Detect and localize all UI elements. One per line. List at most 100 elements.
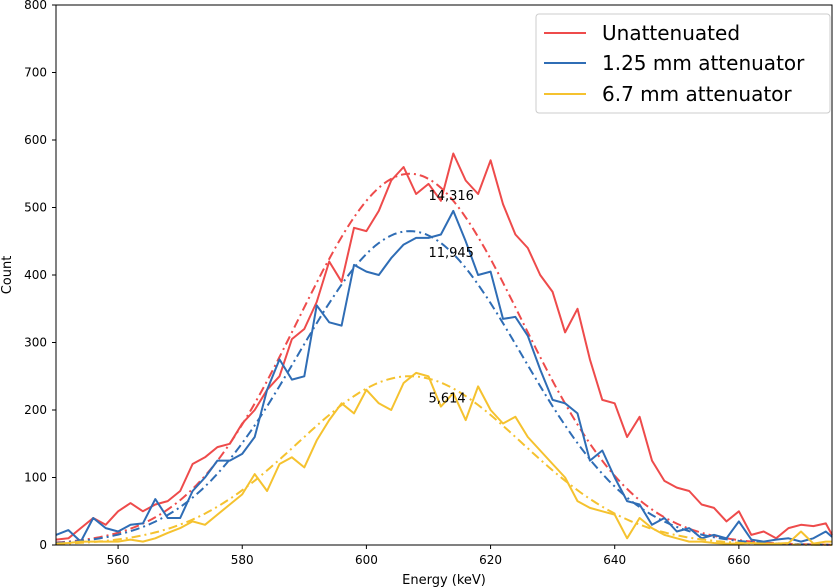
data-point-0-40 — [552, 291, 554, 293]
data-point-1-12 — [204, 477, 206, 479]
data-point-0-35 — [490, 160, 492, 162]
data-point-2-48 — [651, 527, 653, 529]
data-point-0-27 — [390, 180, 392, 182]
data-point-2-10 — [179, 527, 181, 529]
data-point-1-11 — [192, 490, 194, 492]
data-point-1-3 — [92, 517, 94, 519]
data-point-2-22 — [328, 419, 330, 421]
data-point-0-41 — [564, 332, 566, 334]
y-axis-label: Count — [0, 256, 15, 295]
data-point-2-44 — [602, 511, 604, 513]
data-point-2-43 — [589, 507, 591, 509]
data-point-0-57 — [763, 531, 765, 533]
peak-annotation-1: 11,945 — [428, 246, 474, 261]
legend-label-1-25mm: 1.25 mm attenuator — [602, 51, 805, 75]
data-point-2-53 — [713, 542, 715, 544]
series-line-2 — [55, 371, 832, 545]
x-axis-label: Energy (keV) — [402, 573, 486, 587]
data-point-1-22 — [328, 322, 330, 324]
data-point-2-47 — [639, 517, 641, 519]
data-point-2-62 — [825, 541, 827, 543]
data-point-0-50 — [676, 487, 678, 489]
peak-annotation-2: 5,614 — [428, 391, 465, 406]
data-point-0-53 — [713, 507, 715, 509]
data-point-1-58 — [775, 539, 777, 541]
data-point-0-23 — [341, 281, 343, 283]
data-point-0-29 — [415, 193, 417, 195]
data-point-1-38 — [527, 335, 529, 337]
data-point-2-56 — [751, 542, 753, 544]
series-layer — [55, 152, 833, 546]
data-point-0-33 — [465, 180, 467, 182]
annotation-layer: 14,316 11,945 5,614 — [428, 189, 474, 407]
data-point-0-56 — [751, 534, 753, 536]
data-point-1-37 — [515, 316, 517, 318]
data-point-2-59 — [788, 542, 790, 544]
data-point-1-24 — [353, 264, 355, 266]
y-axis: 0 100 200 300 400 500 600 700 800 — [24, 0, 56, 552]
data-point-0-59 — [788, 527, 790, 529]
data-point-0-42 — [577, 308, 579, 310]
y-tick-label: 600 — [24, 133, 47, 147]
data-point-0-13 — [217, 446, 219, 448]
data-point-2-23 — [341, 403, 343, 405]
data-point-0-15 — [241, 423, 243, 425]
data-point-0-16 — [254, 409, 256, 411]
data-point-1-46 — [626, 500, 628, 502]
y-tick-label: 700 — [24, 66, 47, 80]
data-point-2-45 — [614, 514, 616, 516]
data-point-0-30 — [428, 183, 430, 185]
data-point-2-34 — [477, 386, 479, 388]
data-point-1-21 — [316, 305, 318, 307]
data-point-0-34 — [477, 193, 479, 195]
data-point-0-61 — [813, 525, 815, 527]
data-point-1-54 — [726, 538, 728, 540]
data-point-2-6 — [130, 539, 132, 541]
x-tick-label: 620 — [479, 553, 502, 567]
data-point-1-4 — [105, 527, 107, 529]
fit-curve-0 — [55, 172, 832, 546]
data-point-1-27 — [390, 257, 392, 259]
data-point-0-8 — [155, 504, 157, 506]
data-point-2-15 — [241, 494, 243, 496]
data-point-1-59 — [788, 538, 790, 540]
data-point-1-50 — [676, 531, 678, 533]
data-point-2-54 — [726, 543, 728, 545]
data-point-0-24 — [353, 227, 355, 229]
data-point-1-53 — [713, 534, 715, 536]
data-point-1-8 — [155, 498, 157, 500]
data-point-1-26 — [378, 274, 380, 276]
data-point-0-14 — [229, 443, 231, 445]
data-point-0-37 — [515, 234, 517, 236]
data-point-2-24 — [353, 413, 355, 415]
data-point-1-5 — [117, 531, 119, 533]
data-point-0-1 — [68, 538, 70, 540]
data-point-2-42 — [577, 500, 579, 502]
data-point-0-55 — [738, 511, 740, 513]
data-point-0-21 — [316, 301, 318, 303]
data-point-2-57 — [763, 543, 765, 545]
data-point-1-51 — [688, 527, 690, 529]
data-point-0-47 — [639, 416, 641, 418]
data-point-2-58 — [775, 543, 777, 545]
data-point-0-18 — [279, 376, 281, 378]
data-point-0-54 — [726, 521, 728, 523]
data-point-0-26 — [378, 210, 380, 212]
data-point-2-50 — [676, 538, 678, 540]
data-point-1-42 — [577, 413, 579, 415]
data-point-1-39 — [539, 369, 541, 371]
data-point-2-8 — [155, 538, 157, 540]
data-point-1-20 — [304, 376, 306, 378]
data-point-2-29 — [415, 372, 417, 374]
data-point-0-48 — [651, 460, 653, 462]
legend-box — [535, 13, 831, 114]
fit-curve-2 — [55, 375, 832, 546]
data-point-1-43 — [589, 460, 591, 462]
data-point-2-17 — [266, 490, 268, 492]
data-point-2-12 — [204, 524, 206, 526]
data-point-2-60 — [800, 531, 802, 533]
x-tick-label: 560 — [107, 553, 130, 567]
data-point-1-1 — [68, 529, 70, 531]
data-point-0-4 — [105, 524, 107, 526]
